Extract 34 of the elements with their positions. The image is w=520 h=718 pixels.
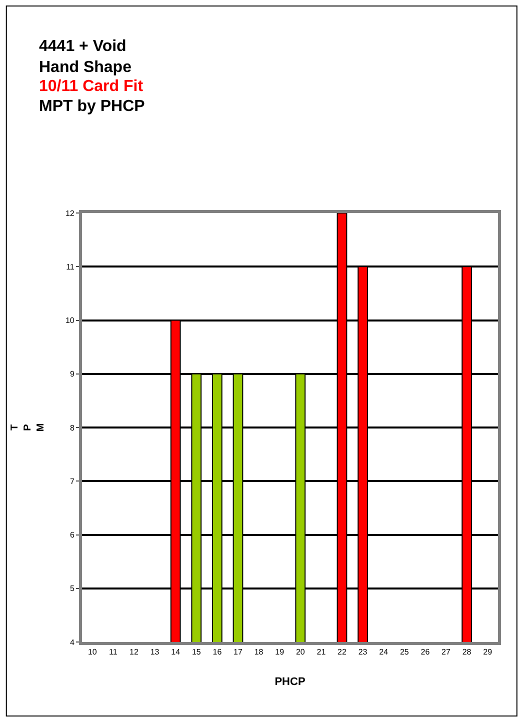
x-tick-label: 23 — [358, 648, 368, 657]
y-tick-label: 10 — [65, 316, 75, 326]
x-tick-label: 14 — [171, 648, 181, 657]
y-tick-label: 11 — [66, 262, 75, 272]
x-tick-label: 27 — [442, 648, 451, 657]
x-tick-label: 19 — [275, 648, 285, 657]
chart-subtitle: 10/11 Card Fit — [39, 78, 144, 95]
y-tick-label: 5 — [70, 584, 75, 594]
x-tick-label: 26 — [420, 648, 430, 657]
x-tick-label: 20 — [296, 648, 306, 657]
y-tick-label: 7 — [70, 476, 75, 486]
y-tick-label: 9 — [70, 370, 75, 379]
x-tick-label: 16 — [212, 648, 222, 657]
x-tick-label: 17 — [234, 648, 243, 657]
y-tick-label: 4 — [70, 638, 75, 647]
y-tick-label: 6 — [70, 530, 75, 540]
x-tick-label: 13 — [150, 648, 160, 657]
x-tick-label: 15 — [192, 648, 202, 657]
x-tick-label: 24 — [379, 648, 389, 657]
text: MPT by PHCP — [39, 98, 146, 115]
x-tick-label: 11 — [109, 648, 118, 657]
chart-title: 4441 + Void Hand Shape — [39, 38, 132, 76]
y-axis-title: T P M — [9, 423, 46, 432]
x-axis-title: PHCP — [274, 676, 306, 688]
x-tick-label: 28 — [462, 648, 472, 657]
x-tick-label: 25 — [400, 648, 410, 657]
x-tick-label: 18 — [254, 648, 264, 657]
x-tick-label: 21 — [316, 648, 326, 657]
x-tick-label: 29 — [483, 648, 493, 657]
x-tick-label: 10 — [88, 648, 98, 657]
x-tick-label: 22 — [338, 648, 347, 657]
x-tick-label: 12 — [130, 648, 139, 657]
y-tick-label: 8 — [70, 423, 75, 432]
y-tick-label: 12 — [65, 208, 75, 218]
